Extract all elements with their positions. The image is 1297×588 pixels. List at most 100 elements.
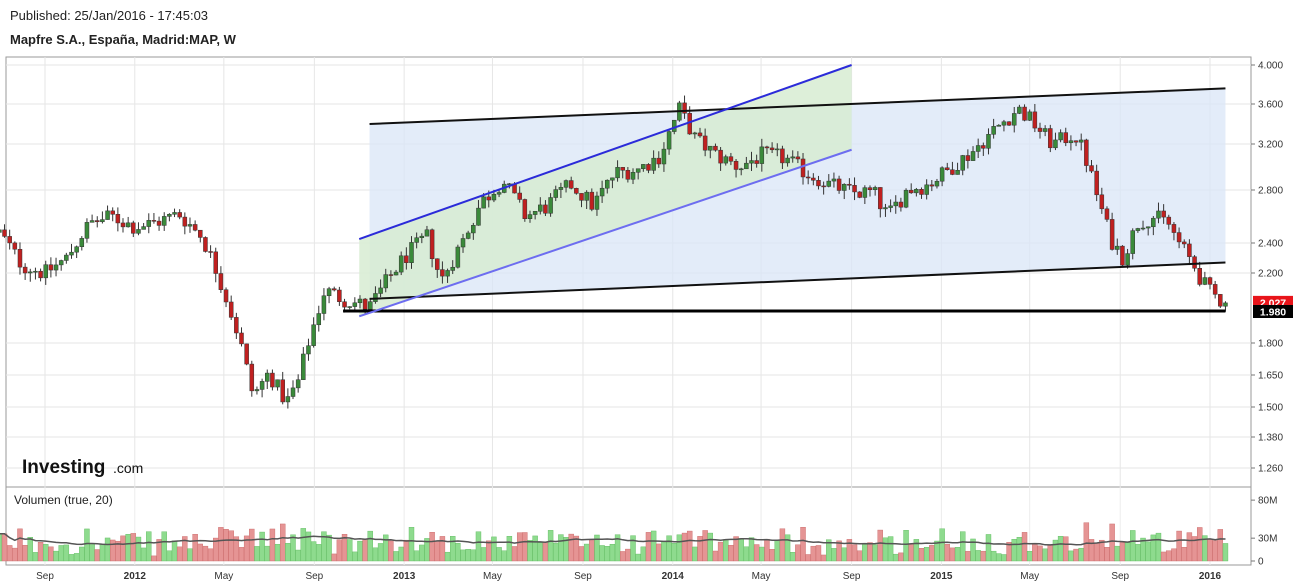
volume-bar (491, 536, 497, 562)
candle-body (625, 170, 631, 180)
volume-bar (285, 543, 291, 562)
candle-body (945, 167, 950, 170)
volume-bar (723, 539, 729, 562)
candle-body (986, 134, 991, 149)
candle-body (749, 160, 754, 164)
volume-bar (815, 545, 822, 562)
candle-body (697, 132, 703, 137)
volume-bar (609, 543, 616, 562)
channel-bottom-line (369, 261, 1226, 300)
candle-body (1161, 210, 1166, 218)
candle-body (764, 146, 770, 149)
volume-bar (419, 544, 425, 562)
candle-body (450, 266, 455, 271)
candle-body (481, 196, 486, 209)
candle-body (1130, 230, 1135, 254)
volume-bar (1166, 550, 1172, 562)
volume-bar (99, 543, 106, 562)
candle-body (301, 353, 306, 380)
candle-body (280, 379, 285, 403)
candle-body (362, 298, 368, 310)
candle-body (213, 251, 218, 274)
x-tick-label: 2014 (662, 571, 685, 582)
candle-body (1120, 245, 1125, 266)
candle-body (780, 148, 785, 164)
x-tick-label: Sep (1111, 571, 1129, 582)
volume-bar (1176, 530, 1182, 562)
volume-bar (501, 550, 507, 562)
candle-body (161, 216, 167, 226)
volume-bar (882, 537, 889, 562)
volume-bar (362, 538, 368, 562)
candle-body (867, 187, 873, 190)
volume-bar (630, 535, 636, 562)
volume-bar (27, 537, 33, 562)
volume-bar (1109, 523, 1115, 562)
volume-bar (434, 540, 440, 562)
volume-bar (810, 545, 817, 562)
candle-body (610, 177, 615, 181)
volume-bar (661, 541, 667, 562)
candle-body (306, 345, 311, 355)
volume-bar (1160, 551, 1167, 562)
x-tick-label: Sep (305, 571, 323, 582)
candle-body (996, 124, 1002, 127)
volume-bar (32, 552, 39, 562)
volume-bar (939, 528, 945, 562)
volume-bar (316, 544, 322, 562)
candle-body (249, 363, 255, 392)
candle-body (326, 288, 332, 297)
candle-body (883, 207, 888, 210)
candle-body (347, 306, 352, 308)
volume-bar (496, 547, 502, 562)
volume-bar (228, 530, 234, 562)
volume-bar (893, 553, 899, 562)
volume-bar (290, 534, 296, 562)
volume-bar (486, 540, 492, 562)
candle-body (182, 216, 188, 227)
y-tick-label: 1.650 (1258, 371, 1283, 382)
candle-body (1001, 121, 1007, 126)
volume-bar (1047, 544, 1054, 562)
x-tick-label: May (483, 571, 502, 582)
candle-body (388, 274, 394, 276)
volume-bar (166, 550, 173, 562)
candle-body (558, 187, 564, 190)
volume-bar (104, 537, 111, 562)
volume-bar (929, 545, 935, 562)
volume-bar (547, 530, 554, 562)
candle-body (775, 148, 780, 151)
candle-body (486, 196, 492, 201)
candle-body (1212, 284, 1218, 295)
volume-bar (640, 546, 647, 562)
candle-body (1197, 268, 1202, 285)
volume-bar (238, 547, 245, 562)
volume-tick-label: 80M (1258, 496, 1277, 507)
candle-body (28, 271, 33, 274)
candle-body (455, 246, 461, 268)
volume-bar (1212, 540, 1218, 562)
volume-bar (707, 532, 713, 562)
candle-body (115, 214, 121, 224)
volume-bar (1063, 536, 1069, 562)
candle-body (156, 220, 162, 226)
candle-body (265, 372, 270, 382)
volume-bar (1093, 542, 1100, 562)
rising-channel-bottom-line (358, 148, 852, 318)
volume-bar (537, 542, 543, 562)
volume-bar (532, 535, 538, 562)
candle-body (2, 229, 7, 237)
candle-body (337, 289, 342, 302)
y-tick-label: 2.400 (1258, 239, 1283, 250)
candle-body (919, 189, 924, 195)
volume-bar (1222, 543, 1229, 562)
candle-body (862, 187, 868, 198)
volume-bar (790, 552, 796, 562)
volume-bar (480, 547, 487, 562)
volume-bar (1119, 542, 1126, 562)
volume-bar (460, 549, 466, 562)
volume-bar (63, 544, 70, 562)
volume-bar (403, 539, 410, 562)
volume-bar (692, 546, 698, 562)
candle-body (878, 187, 883, 210)
